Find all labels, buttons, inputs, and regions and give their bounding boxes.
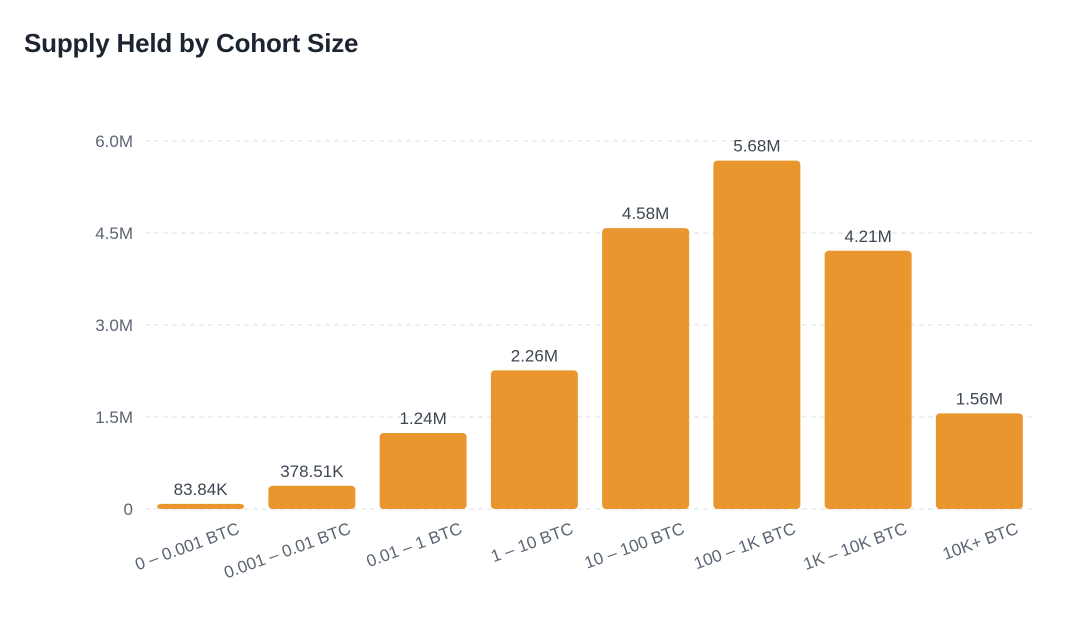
chart-title: Supply Held by Cohort Size [24, 28, 359, 58]
bar[interactable] [713, 160, 801, 510]
bar-value-label: 5.68M [733, 137, 780, 156]
data-labels: 83.84K 378.51K 1.24M 2.26M 4.58M 5.68M 4.21M 1.… [174, 137, 1003, 499]
bar[interactable] [379, 432, 467, 509]
bar-value-label: 4.58M [622, 204, 669, 223]
bar[interactable] [935, 413, 1023, 509]
x-tick-label: 1K – 10K BTC [801, 519, 910, 574]
bar-value-label: 1.56M [956, 389, 1003, 408]
bar-value-label: 4.21M [845, 227, 892, 246]
bar[interactable] [157, 503, 245, 509]
y-axis-ticks: 0 1.5M 3.0M 4.5M 6.0M [95, 132, 133, 519]
x-tick-label: 1 – 10 BTC [488, 519, 575, 566]
bar[interactable] [268, 485, 356, 509]
bar[interactable] [490, 370, 578, 509]
bar-value-label: 2.26M [511, 346, 558, 365]
bar-value-label: 378.51K [280, 462, 344, 481]
y-tick-label: 4.5M [95, 224, 133, 243]
bar-value-label: 1.24M [400, 409, 447, 428]
y-tick-label: 6.0M [95, 132, 133, 151]
bar[interactable] [602, 228, 690, 510]
x-tick-label: 10K+ BTC [940, 519, 1021, 564]
y-tick-label: 0 [124, 500, 133, 519]
bar[interactable] [824, 250, 912, 509]
y-tick-label: 3.0M [95, 316, 133, 335]
x-tick-label: 0.001 – 0.01 BTC [222, 519, 354, 582]
x-tick-label: 0.01 – 1 BTC [364, 519, 465, 571]
bars [157, 160, 1023, 510]
x-tick-label: 10 – 100 BTC [582, 519, 687, 573]
x-tick-label: 100 – 1K BTC [691, 519, 798, 573]
bar-value-label: 83.84K [174, 480, 229, 499]
y-tick-label: 1.5M [95, 408, 133, 427]
